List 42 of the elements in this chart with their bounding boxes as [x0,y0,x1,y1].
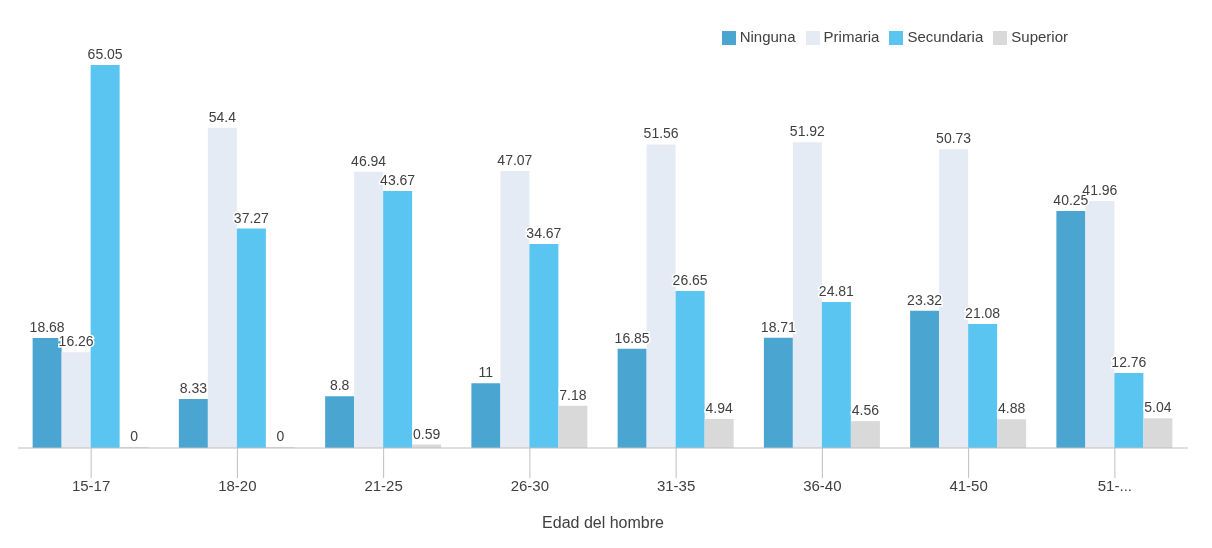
data-label: 21.08 [965,304,1001,321]
legend-label: Ninguna [739,28,796,45]
data-label: 47.07 [497,151,533,168]
data-label: 26.65 [672,272,708,289]
legend-label: Primaria [823,28,880,45]
data-label: 4.56 [851,402,880,419]
data-label: 4.88 [998,400,1026,417]
data-label: 43.67 [380,171,416,188]
x-tick-label: 51-... [1097,476,1132,494]
x-tick-label: 21-25 [364,476,403,494]
data-label: 7.18 [559,386,587,403]
x-tick-label: 15-17 [71,476,111,494]
x-axis-title: Edad del hombre [542,514,665,531]
data-label: 8.33 [179,379,208,396]
legend-label: Superior [1011,28,1068,45]
data-label: 37.27 [233,209,270,226]
data-label: 0.59 [413,425,441,442]
data-label: 51.56 [643,125,679,142]
data-label: 54.4 [208,108,237,125]
data-label: 65.05 [87,46,123,63]
data-label: 4.94 [705,399,733,416]
x-tick-label: 18-20 [218,476,257,494]
data-label: 46.94 [351,152,387,169]
x-tick-label: 31-35 [656,476,696,494]
data-label: 12.76 [1111,353,1147,370]
data-label: 34.67 [526,224,562,241]
data-label: 16.85 [614,329,650,346]
x-tick-label: 36-40 [803,476,842,494]
x-tick-label: 41-50 [949,476,988,494]
legend-label: Secundaria [907,28,984,45]
data-label: 0 [276,428,285,444]
data-label: 8.8 [329,377,350,394]
x-tick-label: 26-30 [510,476,550,494]
data-label: 51.92 [789,123,826,140]
data-label: 11 [478,364,494,381]
data-label: 50.73 [936,130,972,147]
data-label: 24.81 [818,282,855,299]
data-label: 18.68 [29,319,65,336]
data-label: 5.04 [1144,399,1172,416]
data-label: 0 [130,428,139,444]
data-label: 23.32 [907,291,943,308]
data-label: 18.71 [760,318,797,335]
